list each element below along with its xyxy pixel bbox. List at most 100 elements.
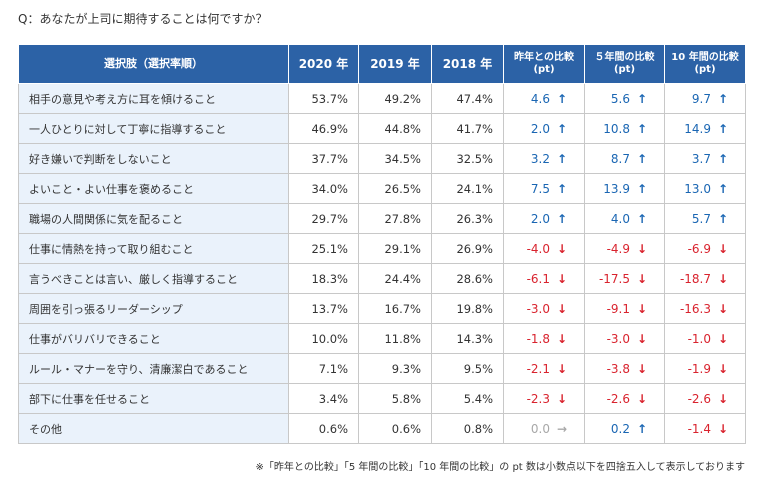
pct-2019-cell: 16.7% bbox=[358, 293, 432, 324]
arrow-up-icon: ↑ bbox=[636, 91, 648, 106]
compare-value: 5.6 bbox=[610, 91, 630, 106]
choice-cell: ルール・マナーを守り、清廉潔白であること bbox=[18, 353, 289, 384]
compare-value: -3.0 bbox=[526, 301, 550, 316]
pct-2020-cell: 3.4% bbox=[288, 383, 359, 414]
table-row: 言うべきことは言い、厳しく指導すること 18.3% 24.4% 28.6% -6.1 ↓ -… bbox=[18, 263, 746, 294]
choice-cell: その他 bbox=[18, 413, 289, 444]
arrow-down-icon: ↓ bbox=[717, 241, 729, 256]
pct-2020-cell: 0.6% bbox=[288, 413, 359, 444]
header-choice: 選択肢（選択率順） bbox=[18, 44, 289, 84]
pct-2019-cell: 44.8% bbox=[358, 113, 432, 144]
compare-5yr-cell: 0.2 ↑ bbox=[584, 413, 665, 444]
arrow-up-icon: ↑ bbox=[717, 121, 729, 136]
arrow-flat-icon: → bbox=[556, 421, 568, 436]
arrow-down-icon: ↓ bbox=[717, 271, 729, 286]
compare-value: 10.8 bbox=[603, 121, 630, 136]
compare-10yr-cell: 3.7 ↑ bbox=[664, 143, 746, 174]
compare-5yr-cell: 10.8 ↑ bbox=[584, 113, 665, 144]
pct-2018-cell: 19.8% bbox=[431, 293, 504, 324]
arrow-down-icon: ↓ bbox=[717, 391, 729, 406]
arrow-up-icon: ↑ bbox=[636, 211, 648, 226]
compare-value: -2.1 bbox=[526, 361, 550, 376]
compare-value: -18.7 bbox=[679, 271, 711, 286]
arrow-down-icon: ↓ bbox=[556, 391, 568, 406]
header-2019: 2019 年 bbox=[358, 44, 432, 84]
compare-5yr-cell: -2.6 ↓ bbox=[584, 383, 665, 414]
table-row: その他 0.6% 0.6% 0.8% 0.0 → 0.2 ↑ -1.4 ↓ bbox=[18, 413, 746, 444]
compare-5yr-cell: -17.5 ↓ bbox=[584, 263, 665, 294]
pct-2019-cell: 11.8% bbox=[358, 323, 432, 354]
compare-10yr-cell: -18.7 ↓ bbox=[664, 263, 746, 294]
pct-2018-cell: 47.4% bbox=[431, 83, 504, 114]
arrow-up-icon: ↑ bbox=[556, 211, 568, 226]
pct-2018-cell: 26.9% bbox=[431, 233, 504, 264]
arrow-down-icon: ↓ bbox=[556, 331, 568, 346]
compare-1yr-cell: -6.1 ↓ bbox=[503, 263, 585, 294]
pct-2019-cell: 49.2% bbox=[358, 83, 432, 114]
arrow-down-icon: ↓ bbox=[717, 301, 729, 316]
compare-value: -17.5 bbox=[598, 271, 630, 286]
compare-1yr-cell: 2.0 ↑ bbox=[503, 203, 585, 234]
table-row: よいこと・よい仕事を褒めること 34.0% 26.5% 24.1% 7.5 ↑ 13.9 ↑ 1… bbox=[18, 173, 746, 204]
pct-2020-cell: 13.7% bbox=[288, 293, 359, 324]
arrow-up-icon: ↑ bbox=[556, 151, 568, 166]
compare-value: 13.9 bbox=[603, 181, 630, 196]
pct-2019-cell: 26.5% bbox=[358, 173, 432, 204]
arrow-up-icon: ↑ bbox=[636, 181, 648, 196]
arrow-down-icon: ↓ bbox=[636, 361, 648, 376]
table-row: 相手の意見や考え方に耳を傾けること 53.7% 49.2% 47.4% 4.6 ↑ 5.6 ↑… bbox=[18, 83, 746, 114]
survey-table: 選択肢（選択率順） 2020 年 2019 年 2018 年 昨年との比較 (p… bbox=[18, 44, 746, 444]
pct-2018-cell: 41.7% bbox=[431, 113, 504, 144]
arrow-down-icon: ↓ bbox=[636, 271, 648, 286]
compare-1yr-cell: 0.0 → bbox=[503, 413, 585, 444]
pct-2019-cell: 34.5% bbox=[358, 143, 432, 174]
pct-2019-cell: 24.4% bbox=[358, 263, 432, 294]
pct-2020-cell: 18.3% bbox=[288, 263, 359, 294]
arrow-up-icon: ↑ bbox=[556, 181, 568, 196]
header-compare-1yr: 昨年との比較 (pt) bbox=[503, 44, 585, 84]
table-row: 周囲を引っ張るリーダーシップ 13.7% 16.7% 19.8% -3.0 ↓ -9.1 ↓ -… bbox=[18, 293, 746, 324]
header-compare-5yr-title: ５年間の比較 bbox=[594, 52, 655, 63]
compare-1yr-cell: -4.0 ↓ bbox=[503, 233, 585, 264]
header-compare-1yr-title: 昨年との比較 bbox=[514, 52, 574, 63]
pct-2018-cell: 5.4% bbox=[431, 383, 504, 414]
compare-value: 0.0 bbox=[530, 421, 550, 436]
compare-value: -1.8 bbox=[526, 331, 550, 346]
arrow-down-icon: ↓ bbox=[556, 241, 568, 256]
arrow-down-icon: ↓ bbox=[556, 271, 568, 286]
header-2020: 2020 年 bbox=[288, 44, 359, 84]
compare-value: -6.1 bbox=[526, 271, 550, 286]
table-row: 一人ひとりに対して丁寧に指導すること 46.9% 44.8% 41.7% 2.0 ↑ 10.… bbox=[18, 113, 746, 144]
pct-2018-cell: 0.8% bbox=[431, 413, 504, 444]
compare-10yr-cell: -1.9 ↓ bbox=[664, 353, 746, 384]
arrow-down-icon: ↓ bbox=[717, 331, 729, 346]
compare-value: 7.5 bbox=[530, 181, 550, 196]
compare-value: -4.9 bbox=[606, 241, 630, 256]
pct-2020-cell: 29.7% bbox=[288, 203, 359, 234]
footnote: ※「昨年との比較」「5 年間の比較」「10 年間の比較」の pt 数は小数点以下… bbox=[255, 462, 745, 473]
pct-2019-cell: 0.6% bbox=[358, 413, 432, 444]
arrow-up-icon: ↑ bbox=[636, 121, 648, 136]
table-row: 職場の人間関係に気を配ること 29.7% 27.8% 26.3% 2.0 ↑ 4.0 ↑ 5.7… bbox=[18, 203, 746, 234]
compare-1yr-cell: -1.8 ↓ bbox=[503, 323, 585, 354]
compare-5yr-cell: -3.0 ↓ bbox=[584, 323, 665, 354]
compare-5yr-cell: 13.9 ↑ bbox=[584, 173, 665, 204]
choice-cell: 相手の意見や考え方に耳を傾けること bbox=[18, 83, 289, 114]
compare-1yr-cell: 3.2 ↑ bbox=[503, 143, 585, 174]
compare-value: 4.6 bbox=[530, 91, 550, 106]
compare-value: -2.6 bbox=[687, 391, 711, 406]
pct-2019-cell: 29.1% bbox=[358, 233, 432, 264]
pct-2018-cell: 28.6% bbox=[431, 263, 504, 294]
header-compare-5yr: ５年間の比較 (pt) bbox=[584, 44, 665, 84]
compare-1yr-cell: 7.5 ↑ bbox=[503, 173, 585, 204]
choice-cell: 一人ひとりに対して丁寧に指導すること bbox=[18, 113, 289, 144]
choice-cell: 周囲を引っ張るリーダーシップ bbox=[18, 293, 289, 324]
pct-2019-cell: 9.3% bbox=[358, 353, 432, 384]
compare-5yr-cell: 5.6 ↑ bbox=[584, 83, 665, 114]
pct-2020-cell: 7.1% bbox=[288, 353, 359, 384]
compare-5yr-cell: -9.1 ↓ bbox=[584, 293, 665, 324]
pct-2020-cell: 53.7% bbox=[288, 83, 359, 114]
header-row: 選択肢（選択率順） 2020 年 2019 年 2018 年 昨年との比較 (p… bbox=[18, 44, 746, 84]
compare-value: -3.8 bbox=[606, 361, 630, 376]
compare-value: 8.7 bbox=[610, 151, 630, 166]
